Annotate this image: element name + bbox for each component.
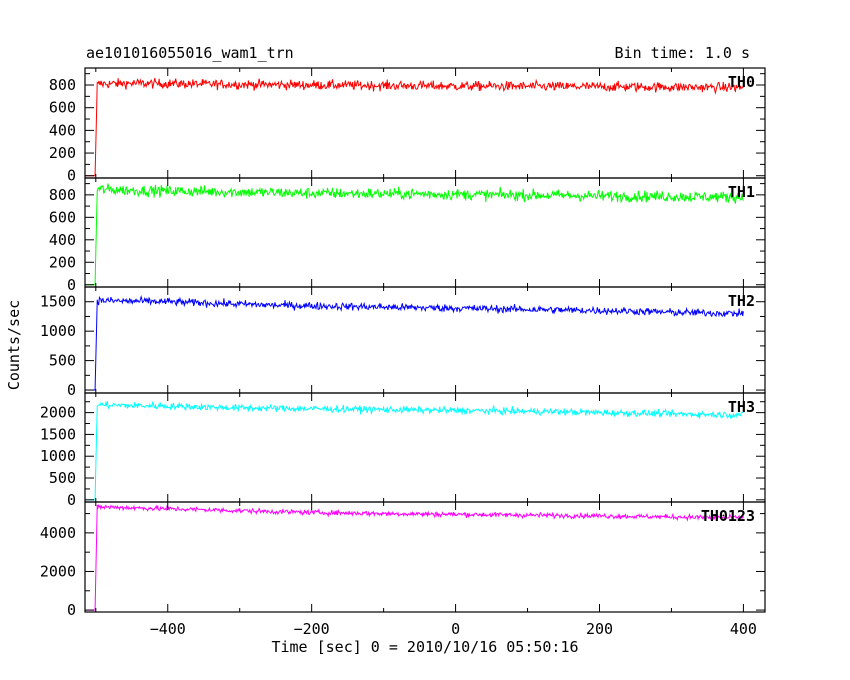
x-tick-label: 400 xyxy=(730,620,757,638)
series-line-th2 xyxy=(85,294,744,391)
y-tick-label: 0 xyxy=(67,491,76,509)
y-tick-label: 200 xyxy=(49,144,76,162)
y-tick-label: 1500 xyxy=(40,425,76,443)
x-tick-label: 200 xyxy=(586,620,613,638)
y-tick-label: 4000 xyxy=(40,524,76,542)
y-tick-label: 600 xyxy=(49,99,76,117)
series-line-th0123 xyxy=(85,503,744,611)
x-axis-label: Time [sec] 0 = 2010/10/16 05:50:16 xyxy=(271,638,579,656)
x-tick-label: −200 xyxy=(294,620,330,638)
y-tick-label: 200 xyxy=(49,253,76,271)
y-tick-label: 2000 xyxy=(40,404,76,422)
plot-title: ae101016055016_wam1_trn xyxy=(86,44,294,62)
y-tick-label: 0 xyxy=(67,601,76,619)
y-tick-label: 400 xyxy=(49,121,76,139)
y-tick-label: 0 xyxy=(67,381,76,399)
series-line-th1 xyxy=(85,183,744,286)
series-line-th0 xyxy=(85,78,744,177)
bin-time-label: Bin time: 1.0 s xyxy=(614,44,750,62)
y-tick-label: 0 xyxy=(67,276,76,294)
y-tick-label: 400 xyxy=(49,231,76,249)
panel-label-th1: TH1 xyxy=(728,183,755,201)
y-tick-label: 2000 xyxy=(40,562,76,580)
x-tick-label: 0 xyxy=(451,620,460,638)
panel-label-th0: TH0 xyxy=(728,73,755,91)
panel-label-th2: TH2 xyxy=(728,292,755,310)
y-tick-label: 1000 xyxy=(40,447,76,465)
y-tick-label: 800 xyxy=(49,186,76,204)
y-tick-label: 0 xyxy=(67,167,76,185)
y-tick-label: 500 xyxy=(49,469,76,487)
y-tick-label: 800 xyxy=(49,76,76,94)
panel-frame-th0 xyxy=(84,67,766,179)
panel-label-th0123: TH0123 xyxy=(701,507,755,525)
series-line-th3 xyxy=(85,400,744,501)
panel-frame-th3 xyxy=(84,392,766,503)
x-tick-label: −400 xyxy=(150,620,186,638)
y-tick-label: 1500 xyxy=(40,293,76,311)
y-tick-label: 500 xyxy=(49,352,76,370)
panel-frame-th0123 xyxy=(84,501,766,613)
y-tick-label: 1000 xyxy=(40,322,76,340)
panel-label-th3: TH3 xyxy=(728,398,755,416)
y-tick-label: 600 xyxy=(49,208,76,226)
y-axis-label: Counts/sec xyxy=(5,299,23,391)
